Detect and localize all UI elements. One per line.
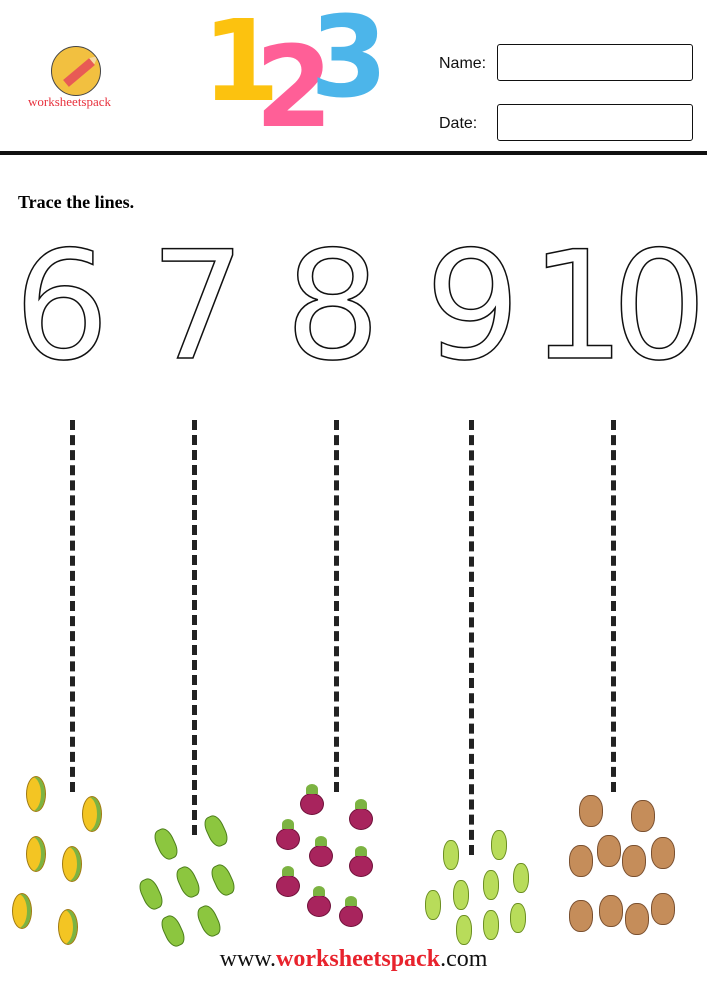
cucumber-icon xyxy=(173,863,203,901)
header-divider xyxy=(0,151,707,155)
potato-icon xyxy=(651,837,675,869)
title-digit-3: 3 xyxy=(310,0,388,123)
potato-icon xyxy=(579,795,603,827)
corn-icon xyxy=(62,846,82,882)
trace-number-7: 7 xyxy=(149,220,246,394)
zucchini-icon xyxy=(425,890,441,920)
beet-icon xyxy=(339,896,363,927)
trace-line-8[interactable] xyxy=(334,420,339,792)
potato-icon xyxy=(599,895,623,927)
potato-icon xyxy=(625,903,649,935)
name-label: Name: xyxy=(439,55,487,72)
title-digit-2: 2 xyxy=(255,23,333,153)
trace-line-9[interactable] xyxy=(469,420,474,855)
potato-icon xyxy=(569,900,593,932)
logo-text: worksheetspack xyxy=(28,94,112,109)
trace-number-8: 8 xyxy=(284,220,381,394)
trace-number-10: 10 xyxy=(529,220,707,394)
zucchini-icon xyxy=(483,870,499,900)
date-label: Date: xyxy=(439,115,478,132)
beet-icon xyxy=(307,886,331,917)
trace-number-6: 6 xyxy=(13,220,110,394)
pencil-logo-icon xyxy=(51,46,101,96)
corn-icon xyxy=(26,836,46,872)
instruction-text: Trace the lines. xyxy=(18,192,135,212)
potato-icon xyxy=(651,893,675,925)
potato-icon xyxy=(597,835,621,867)
beet-icon xyxy=(276,866,300,897)
zucchini-icon xyxy=(456,915,472,945)
zucchini-icon xyxy=(491,830,507,860)
cucumber-icon xyxy=(136,875,166,913)
cucumber-icon xyxy=(201,812,231,850)
corn-icon xyxy=(82,796,102,832)
potato-icon xyxy=(631,800,655,832)
potato-icon xyxy=(622,845,646,877)
footer-brand: worksheetspack xyxy=(276,946,441,972)
trace-line-6[interactable] xyxy=(70,420,75,792)
beet-icon xyxy=(349,799,373,830)
corn-icon xyxy=(58,909,78,945)
footer-suffix: .com xyxy=(440,946,488,972)
cucumber-icon xyxy=(194,902,224,940)
footer-url: www.worksheetspack.com xyxy=(0,946,707,973)
date-field[interactable] xyxy=(497,104,693,141)
zucchini-icon xyxy=(513,863,529,893)
name-field[interactable] xyxy=(497,44,693,81)
cucumber-icon xyxy=(151,825,181,863)
footer-prefix: www. xyxy=(219,946,277,972)
title-digit-1: 1 xyxy=(202,0,280,127)
trace-line-7[interactable] xyxy=(192,420,197,835)
corn-icon xyxy=(12,893,32,929)
beet-icon xyxy=(300,784,324,815)
cucumber-icon xyxy=(158,912,188,950)
zucchini-icon xyxy=(510,903,526,933)
beet-icon xyxy=(276,819,300,850)
beet-icon xyxy=(349,846,373,877)
trace-line-10[interactable] xyxy=(611,420,616,792)
potato-icon xyxy=(569,845,593,877)
trace-number-9: 9 xyxy=(424,220,521,394)
zucchini-icon xyxy=(453,880,469,910)
cucumber-icon xyxy=(208,861,238,899)
zucchini-icon xyxy=(483,910,499,940)
corn-icon xyxy=(26,776,46,812)
beet-icon xyxy=(309,836,333,867)
zucchini-icon xyxy=(443,840,459,870)
